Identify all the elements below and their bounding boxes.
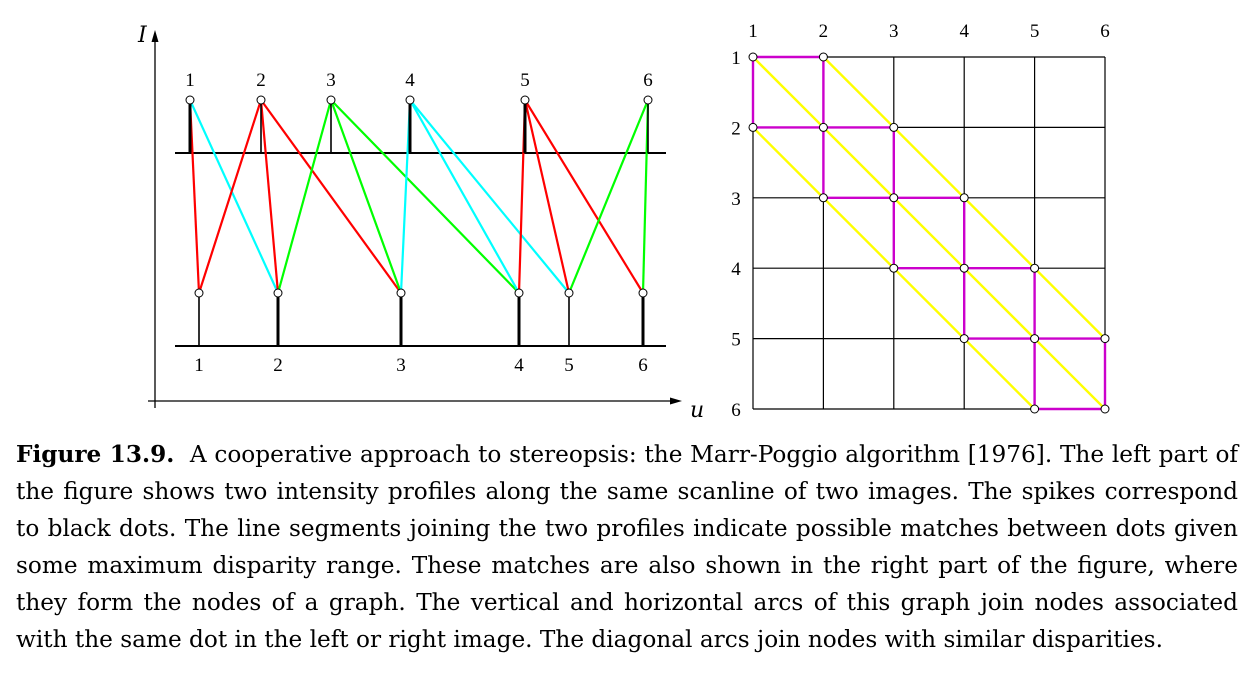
match-line-5-6 <box>524 99 644 294</box>
row-label: 1 <box>731 48 741 69</box>
graph-node <box>818 52 828 62</box>
top-dot-1 <box>185 95 195 105</box>
bottom-profile-label: 5 <box>564 355 574 376</box>
row-label: 3 <box>731 189 741 210</box>
match-line-3-2 <box>276 99 333 294</box>
column-label: 4 <box>959 21 969 42</box>
top-dot-6 <box>643 95 653 105</box>
graph-node <box>1030 334 1040 344</box>
row-label: 4 <box>731 259 741 280</box>
bottom-dot-2 <box>273 288 283 298</box>
graph-node <box>959 263 969 273</box>
top-dot-5 <box>520 95 530 105</box>
top-profile-label: 5 <box>520 70 530 91</box>
graph-node <box>818 122 828 132</box>
top-profile-label: 6 <box>643 70 653 91</box>
match-line-4-4 <box>409 99 520 294</box>
match-line-6-6 <box>641 99 650 294</box>
top-dot-2 <box>256 95 266 105</box>
bottom-profile-label: 3 <box>396 355 406 376</box>
column-label: 6 <box>1100 21 1110 42</box>
graph-node <box>889 122 899 132</box>
row-label: 6 <box>731 400 741 421</box>
top-profile-label: 4 <box>405 70 415 91</box>
graph-node <box>818 193 828 203</box>
column-label: 2 <box>819 21 829 42</box>
graph-node <box>1030 404 1040 414</box>
graph-node <box>889 193 899 203</box>
top-profile-label: 1 <box>185 70 195 91</box>
match-line-4-5 <box>409 99 570 294</box>
match-line-3-4 <box>330 99 520 294</box>
vertical-axis-label: I <box>137 23 148 48</box>
match-line-2-3 <box>260 99 402 294</box>
stereo-figure: I u 1 2 3 4 5 6 1 2 3 4 5 6 1 2 3 4 5 6 1 2 3 4 5 6 <box>137 21 1110 423</box>
match-line-2-1 <box>197 99 263 294</box>
vertical-axis-arrow <box>151 30 159 42</box>
match-line-6-5 <box>567 99 650 294</box>
graph-node <box>959 334 969 344</box>
bottom-dot-1 <box>194 288 204 298</box>
graph-node <box>748 122 758 132</box>
bottom-profile-label: 1 <box>194 355 204 376</box>
match-line-3-3 <box>329 99 403 294</box>
graph-node <box>1030 263 1040 273</box>
graph-node <box>1100 404 1110 414</box>
match-line-2-2 <box>259 99 280 294</box>
row-label: 5 <box>731 330 741 351</box>
right-panel: 1 2 3 4 5 6 1 2 3 4 5 6 <box>731 21 1110 421</box>
graph-node <box>959 193 969 203</box>
bottom-dot-3 <box>396 288 406 298</box>
left-profiles: 1 2 3 4 5 6 1 2 3 4 5 6 <box>185 70 653 376</box>
bottom-dot-6 <box>638 288 648 298</box>
figure-caption: Figure 13.9. A cooperative approach to s… <box>16 436 1238 658</box>
bottom-profile-label: 6 <box>638 355 648 376</box>
caption-text: A cooperative approach to stereopsis: th… <box>16 441 1238 653</box>
match-graph: 1 2 3 4 5 6 1 2 3 4 5 6 <box>731 21 1110 421</box>
top-profile-label: 2 <box>256 70 266 91</box>
graph-node <box>889 263 899 273</box>
column-label: 1 <box>748 21 758 42</box>
caption-lead: Figure 13.9. <box>16 441 175 468</box>
column-label: 3 <box>889 21 899 42</box>
column-label: 5 <box>1030 21 1040 42</box>
row-label: 2 <box>731 118 741 139</box>
bottom-profile-label: 2 <box>273 355 283 376</box>
match-line-1-2 <box>188 99 280 294</box>
bottom-dot-4 <box>514 288 524 298</box>
left-panel: I u 1 2 3 4 5 6 1 2 3 4 5 6 <box>137 23 704 423</box>
horizontal-axis-label: u <box>690 398 704 423</box>
top-profile-label: 3 <box>326 70 336 91</box>
graph-node <box>748 52 758 62</box>
bottom-dot-5 <box>564 288 574 298</box>
diagonal-arc-2 <box>752 56 1106 410</box>
horizontal-axis-arrow <box>670 397 682 405</box>
top-dot-4 <box>405 95 415 105</box>
top-dot-3 <box>326 95 336 105</box>
match-line-5-5 <box>523 99 571 294</box>
bottom-profile-label: 4 <box>514 355 524 376</box>
graph-node <box>1100 334 1110 344</box>
